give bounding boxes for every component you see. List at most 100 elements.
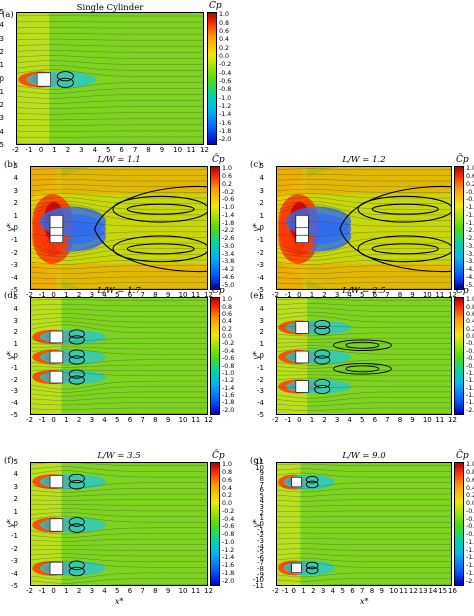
colorbar-tick-label: -1.0 [219,94,232,102]
square-cylinder [49,330,64,344]
streamline [17,27,203,29]
x-tick-label: 8 [146,146,151,154]
colorbar-tick-label: -0.4 [219,69,232,77]
y-tick-label: 2 [259,199,264,208]
colorbar-tick-label: -0.6 [222,523,235,531]
x-tick-label: 5 [360,291,365,299]
y-tick-label: -1 [0,87,4,96]
colorbar-tick-label: -1.8 [466,569,474,577]
streamline [277,377,451,382]
streamline [277,493,451,497]
colorbar-tick-label: 0.6 [466,310,474,318]
recirculation-loop [345,341,380,349]
x-tick-label: 7 [132,146,138,154]
y-tick-label: 4 [13,174,18,183]
recirculation-loop [357,235,451,263]
colorbar-tick-label: 0.0 [222,500,233,508]
colorbar-tick-label: 0.2 [222,180,233,188]
colorbar-tick-label: -0.2 [222,507,235,515]
streamline [277,553,451,557]
colorbar-tick-label: 0.4 [222,318,233,326]
streamline [277,538,451,540]
streamline [277,332,451,337]
streamline [277,307,451,312]
streamline [277,188,451,193]
x-tick-label: 0 [297,291,302,299]
x-tick-label: 11 [435,416,445,424]
streamline [31,369,207,371]
y-tick-label: 6 [259,486,264,495]
colorbar-tick-label: -1.2 [219,102,232,110]
colorbar-tick-label: -1.6 [466,392,474,400]
streamline [31,203,207,216]
colorbar-tick-label: 0.0 [219,53,230,61]
recirculation-loop [112,195,207,223]
colorbar-tick-label: 0.2 [219,44,230,52]
square-cylinder [49,475,64,489]
y-tick-label: -4 [0,127,4,136]
y-tick-label: -2 [257,375,264,384]
streamline [277,499,451,502]
x-tick-label: 5 [360,416,365,424]
streamline [17,124,203,126]
colorbar-tick-label: 0.8 [222,469,233,477]
streamline [31,533,207,538]
recirculation-loop [68,473,85,484]
streamline [31,348,207,355]
colorbar-tick-label: 0.8 [466,303,474,311]
y-tick-label: 3 [259,186,264,195]
colorbar-tick-label: 0.4 [222,484,233,492]
y-tick-label: 1 [13,211,18,220]
flow-field-svg [17,13,203,144]
colorbar-tick-label: -0.8 [219,86,232,94]
colorbar-tick-label: -0.2 [219,61,232,69]
y-tick-label: -9 [257,570,264,579]
x-tick-label: 0 [291,587,297,595]
x-tick-label: 12 [204,416,213,424]
recirculation-loop [314,325,331,336]
x-tick-label: 4 [102,587,107,595]
streamline [277,205,451,221]
recirculation-loop [68,355,85,365]
x-tick-label: 11 [191,587,201,595]
streamline [277,561,451,568]
x-tick-label: -2 [26,291,33,299]
streamline [277,407,451,411]
y-tick-label: 2 [0,47,4,56]
square-cylinder [49,518,64,532]
colorbar-tick-label: -0.8 [222,362,235,370]
y-tick-label: -11 [252,582,264,590]
y-tick-label: 5 [13,458,18,466]
x-tick-label: 4 [330,587,336,595]
x-tick-label: 16 [448,587,457,595]
streamline [31,359,207,366]
streamline [31,504,207,506]
streamline [31,364,207,368]
colorbar-tick-label: -1.2 [222,546,235,554]
streamline [17,50,203,53]
streamline [277,391,451,399]
pressure-contour-plot [16,12,204,145]
y-tick-label: -2 [11,544,18,553]
streamline [107,584,207,585]
wake-region [277,167,451,289]
x-tick-label: -1 [25,146,33,154]
colorbar-tick-label: -0.6 [466,355,474,363]
x-tick-label: 2 [65,146,71,154]
flow-field-svg [31,167,207,289]
y-axis-label: y* [251,519,261,528]
x-tick-label: -2 [272,291,279,299]
streamline [31,265,207,270]
streamline [17,100,203,104]
colorbar-tick-label: -0.4 [222,515,235,523]
colorbar-tick-label: -5.0 [222,281,235,289]
panel-title: L/W = 2.5 [342,286,386,296]
colorbar-tick-label: -2.0 [466,406,474,414]
x-tick-label: 1 [309,416,315,424]
streamline [277,259,451,265]
colorbar-tick-label: 1.0 [222,461,233,469]
streamline [31,343,207,345]
x-tick-label: 2 [322,416,327,424]
x-tick-label: 11 [435,291,445,299]
square-cylinder [291,562,302,573]
